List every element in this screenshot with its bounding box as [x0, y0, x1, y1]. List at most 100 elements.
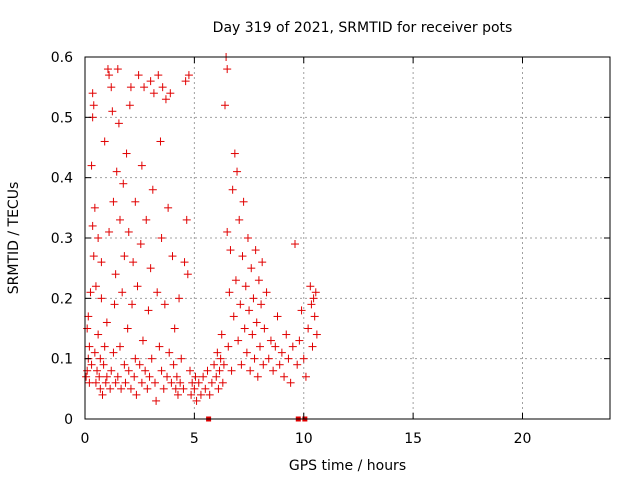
data-point — [160, 300, 169, 309]
data-point — [203, 366, 212, 375]
data-point — [153, 288, 162, 297]
data-point — [137, 161, 146, 170]
data-point — [83, 324, 92, 333]
data-point — [103, 65, 112, 74]
data-point — [218, 378, 227, 387]
data-point — [291, 240, 299, 249]
data-point — [215, 366, 224, 375]
data-point — [173, 390, 182, 399]
data-point — [99, 360, 108, 369]
data-point — [275, 360, 284, 369]
data-point — [251, 246, 260, 255]
data-point — [216, 354, 225, 363]
data-point — [257, 300, 266, 309]
data-point — [235, 215, 244, 224]
data-point — [260, 324, 269, 333]
data-point — [262, 288, 271, 297]
data-point — [229, 312, 238, 321]
data-point — [146, 264, 155, 273]
data-point — [196, 390, 205, 399]
data-point — [166, 89, 175, 98]
data-point — [226, 246, 235, 255]
data-point — [221, 101, 229, 110]
data-point — [187, 390, 196, 399]
data-point — [258, 258, 267, 267]
data-point — [223, 65, 232, 74]
chart-title: Day 319 of 2021, SRMTID for receiver pot… — [213, 20, 513, 36]
data-point — [225, 288, 234, 297]
data-point — [129, 258, 138, 267]
data-point — [118, 288, 127, 297]
y-tick-label: 0.6 — [51, 50, 73, 66]
data-point — [224, 342, 233, 351]
data-point — [293, 360, 302, 369]
y-tick-label: 0.3 — [51, 231, 73, 247]
data-point — [117, 384, 126, 393]
data-point — [132, 390, 141, 399]
data-point — [192, 396, 201, 405]
data-point — [83, 366, 92, 375]
data-point — [123, 324, 132, 333]
data-point — [311, 288, 320, 297]
data-point — [111, 378, 120, 387]
data-point — [284, 354, 293, 363]
y-tick-labels: 0 0.1 0.2 0.3 0.4 0.5 0.6 — [51, 50, 73, 428]
data-point — [238, 252, 247, 261]
data-point — [242, 348, 251, 357]
data-point — [194, 378, 203, 387]
data-point — [240, 324, 249, 333]
data-point — [254, 276, 263, 285]
data-points — [82, 53, 321, 422]
data-point — [288, 342, 297, 351]
data-point — [86, 288, 95, 297]
data-point — [170, 324, 179, 333]
data-point — [190, 384, 199, 393]
data-point — [245, 306, 254, 315]
data-point — [175, 294, 184, 303]
data-point — [304, 324, 313, 333]
data-point — [184, 71, 193, 80]
data-point — [145, 372, 154, 381]
data-point — [105, 227, 114, 236]
data-point — [140, 83, 149, 92]
data-point — [223, 227, 232, 236]
data-point — [119, 179, 128, 188]
data-point — [217, 330, 226, 339]
data-point — [141, 366, 150, 375]
data-point — [96, 354, 105, 363]
data-point — [90, 348, 99, 357]
data-point — [167, 378, 176, 387]
data-point — [201, 384, 210, 393]
data-point — [85, 342, 94, 351]
data-point — [97, 258, 106, 267]
data-point — [134, 71, 143, 80]
data-point — [154, 71, 163, 80]
data-point — [124, 227, 133, 236]
data-point — [130, 372, 139, 381]
data-point — [111, 270, 120, 279]
data-point — [131, 197, 140, 206]
data-point — [271, 342, 280, 351]
data-point — [199, 372, 208, 381]
data-point — [114, 119, 123, 128]
data-point — [147, 354, 156, 363]
data-point — [101, 378, 110, 387]
y-tick-label: 0.2 — [51, 291, 73, 307]
data-point — [100, 342, 109, 351]
data-point — [246, 366, 255, 375]
axis-ticks — [84, 56, 610, 420]
data-point — [109, 348, 118, 357]
x-tick-label: 0 — [81, 431, 90, 447]
data-point — [120, 360, 129, 369]
x-tick-label: 15 — [404, 431, 422, 447]
data-point — [131, 354, 140, 363]
x-tick-label: 20 — [514, 431, 532, 447]
data-point — [113, 65, 122, 74]
data-point — [264, 354, 273, 363]
data-point — [159, 384, 168, 393]
data-point — [112, 167, 121, 176]
data-point — [151, 378, 159, 387]
data-point — [121, 378, 130, 387]
data-point — [91, 282, 100, 291]
